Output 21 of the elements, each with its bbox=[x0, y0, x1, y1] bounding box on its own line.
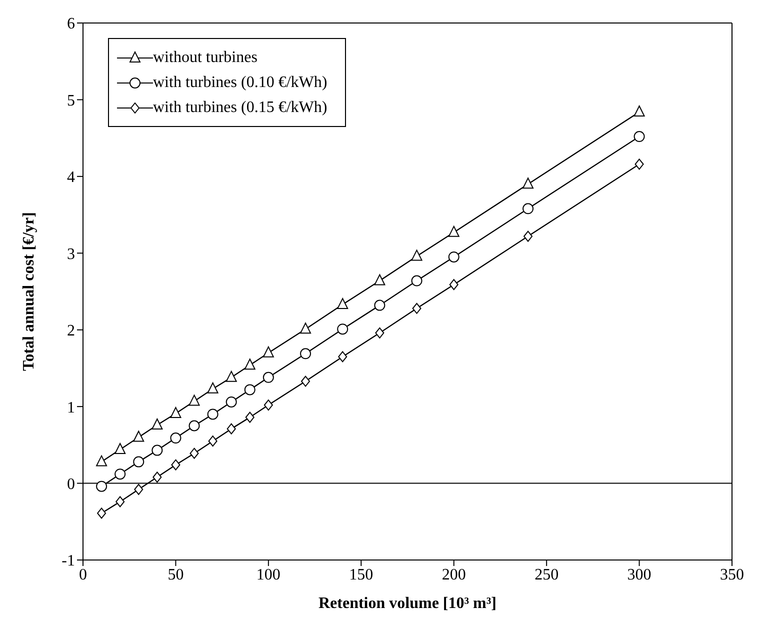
x-tick-label: 100 bbox=[256, 566, 280, 584]
legend-label: with turbines (0.10 €/kWh) bbox=[153, 74, 328, 92]
y-tick-label: 6 bbox=[67, 16, 75, 33]
x-tick-label: 150 bbox=[349, 566, 374, 584]
y-tick-label: 2 bbox=[67, 322, 75, 340]
x-tick-label: 350 bbox=[720, 566, 744, 584]
y-axis-title: Total annual cost [€/yr] bbox=[20, 212, 38, 371]
x-tick-label: 250 bbox=[534, 566, 559, 584]
y-tick-label: 3 bbox=[67, 246, 75, 263]
y-tick-label: 4 bbox=[67, 169, 75, 186]
y-tick-label: 0 bbox=[67, 476, 75, 493]
x-tick-label: 0 bbox=[79, 566, 87, 584]
x-tick-label: 300 bbox=[627, 566, 652, 584]
y-tick-label: -1 bbox=[62, 552, 75, 570]
x-axis-title: Retention volume [10³ m³] bbox=[318, 595, 497, 612]
legend-label: without turbines bbox=[153, 48, 258, 66]
x-tick-label: 50 bbox=[168, 566, 184, 584]
y-tick-label: 1 bbox=[67, 399, 75, 416]
x-tick-label: 200 bbox=[442, 566, 466, 584]
legend-label: with turbines (0.15 €/kWh) bbox=[153, 98, 328, 116]
y-tick-label: 5 bbox=[67, 92, 75, 110]
